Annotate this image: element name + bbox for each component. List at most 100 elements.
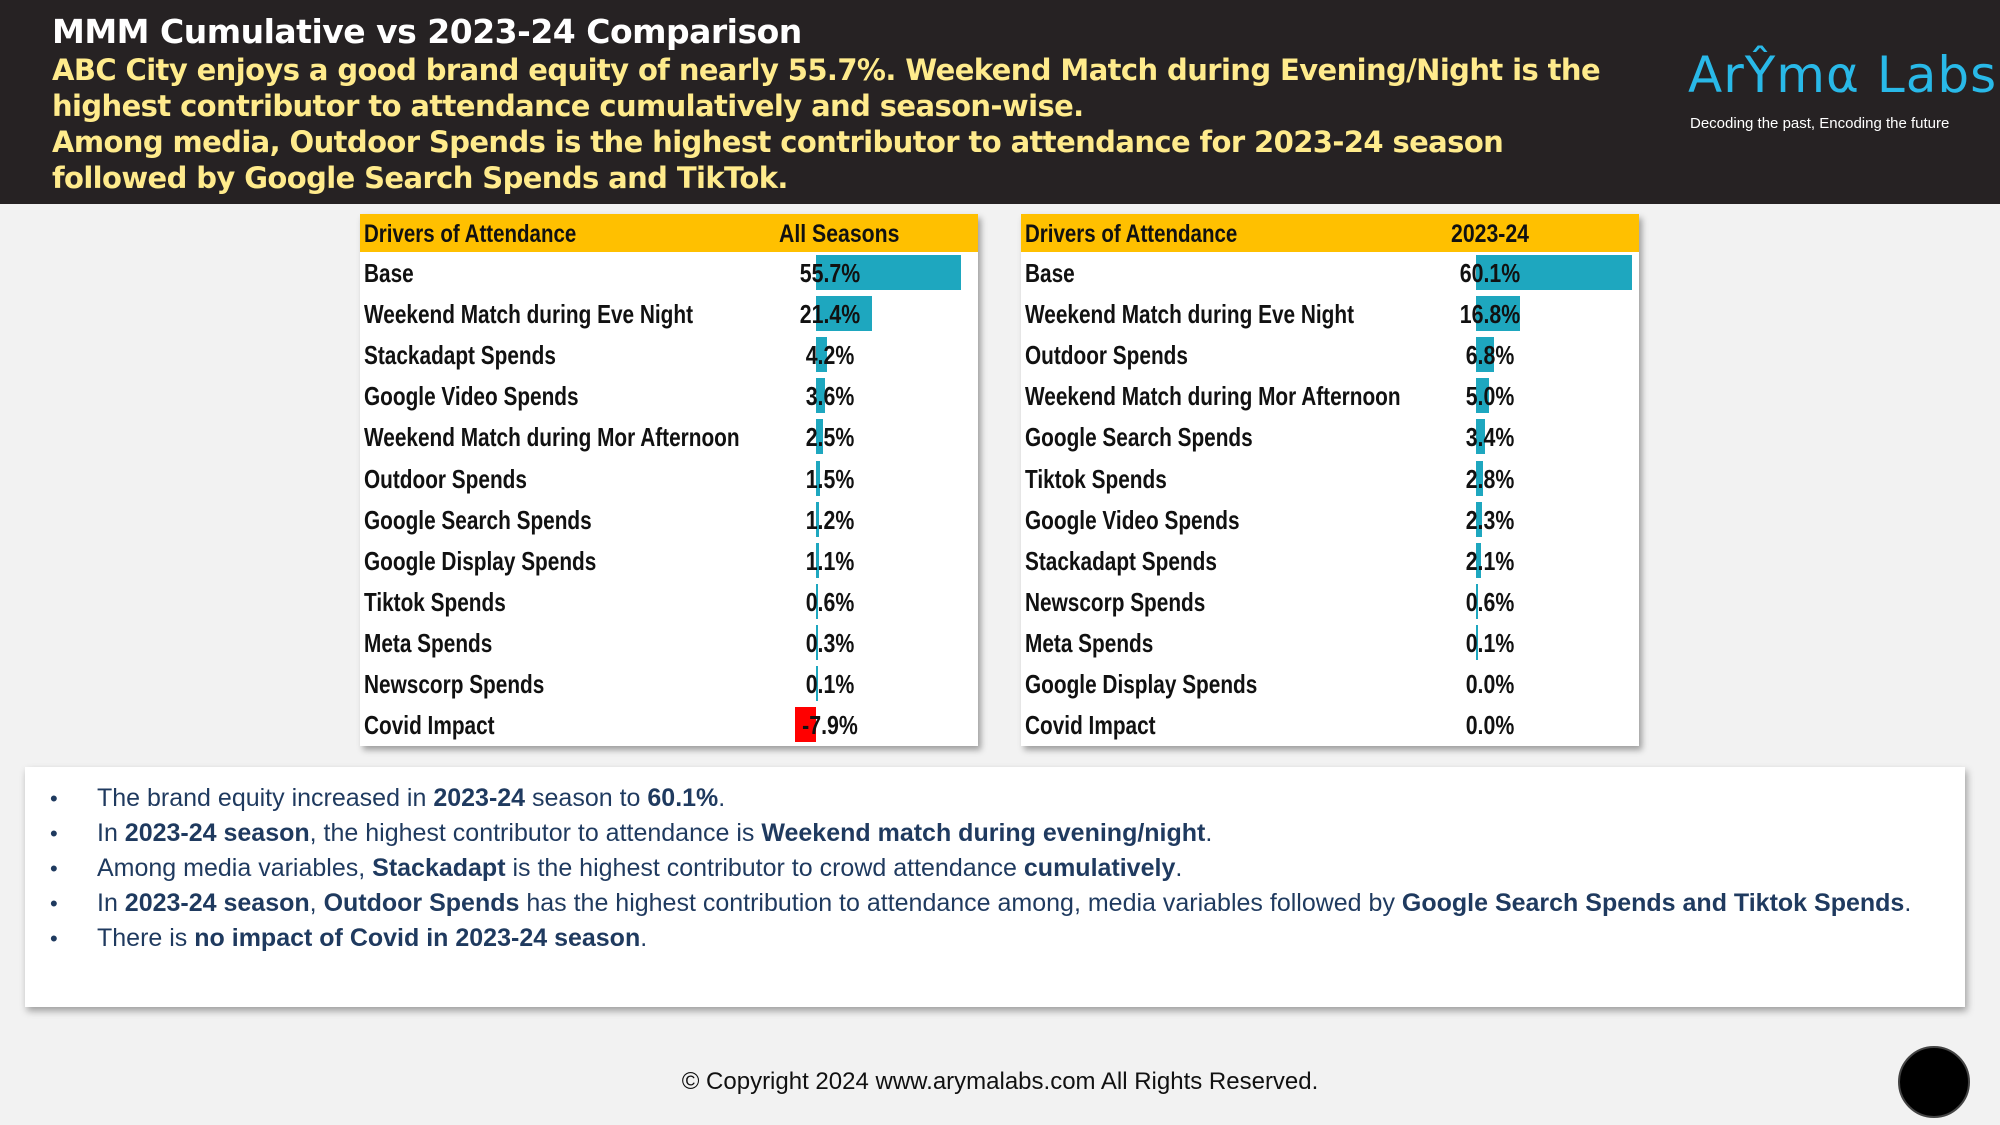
table-row: Google Display Spends 0.0% (1021, 663, 1639, 704)
table-row: Base 55.7% (360, 252, 978, 293)
driver-label: Base (1025, 258, 1075, 288)
insight-emphasis: no impact of Covid in 2023-24 season (194, 924, 641, 952)
table-header: Drivers of Attendance All Seasons (360, 214, 978, 252)
driver-label: Stackadapt Spends (364, 340, 556, 371)
insights-list: • The brand equity increased in 2023-24 s… (25, 767, 1965, 956)
table-row: Newscorp Spends 0.1% (360, 663, 978, 704)
contribution-value: 0.3% (805, 627, 855, 658)
driver-label: Base (364, 258, 414, 288)
contribution-value: 4.2% (805, 340, 855, 371)
driver-label: Covid Impact (364, 710, 495, 741)
contribution-value: 60.1% (1459, 258, 1521, 288)
table-row: Outdoor Spends 6.8% (1021, 334, 1639, 375)
contribution-value: 55.7% (799, 258, 861, 288)
contribution-bar (1476, 296, 1520, 332)
driver-label: Google Video Spends (1025, 504, 1240, 535)
contribution-value: 1.2% (805, 504, 855, 535)
copyright-footer: © Copyright 2024 www.arymalabs.com All R… (681, 1068, 1319, 1095)
bullet-icon: • (50, 926, 58, 951)
table-row: Outdoor Spends 1.5% (360, 458, 978, 499)
bullet-icon: • (50, 891, 58, 916)
table-row: Weekend Match during Mor Afternoon 2.5% (360, 416, 978, 457)
contribution-value: 2.1% (1465, 545, 1515, 576)
table-row: Meta Spends 0.1% (1021, 622, 1639, 663)
insight-text: . (1904, 889, 1912, 917)
insight-text: In (97, 889, 125, 917)
insight-item: • There is no impact of Covid in 2023-24 … (25, 921, 1965, 956)
drivers-table-2023-24: Drivers of Attendance 2023-24 Base 60.1% W… (1021, 214, 1639, 746)
contribution-bar (816, 337, 827, 373)
table-row: Covid Impact -7.9% (360, 704, 978, 745)
driver-label: Google Video Spends (364, 381, 579, 412)
driver-label: Google Display Spends (364, 545, 597, 576)
subtitle-line-2: Among media, Outdoor Spends is the highe… (52, 125, 1504, 195)
driver-label: Stackadapt Spends (1025, 545, 1217, 576)
contribution-value: 6.8% (1465, 340, 1515, 371)
key-insights-box: • The brand equity increased in 2023-24 s… (25, 767, 1965, 1007)
contribution-value: 16.8% (1459, 299, 1521, 330)
insight-emphasis: Outdoor Spends (323, 889, 520, 917)
header-2023-24: 2023-24 (1451, 220, 1529, 248)
contribution-bar (816, 378, 826, 414)
table-row: Google Search Spends 1.2% (360, 499, 978, 540)
driver-label: Newscorp Spends (1025, 586, 1206, 617)
insight-item: • Among media variables, Stackadapt is th… (25, 851, 1965, 886)
driver-label: Tiktok Spends (1025, 463, 1167, 494)
contribution-value: 0.1% (805, 669, 855, 699)
table-row: Weekend Match during Mor Afternoon 5.0% (1021, 375, 1639, 416)
insight-text: , (309, 889, 324, 917)
title-banner: MMM Cumulative vs 2023-24 Comparison ABC… (0, 0, 2000, 204)
insight-item: • In 2023-24 season, the highest contribu… (25, 816, 1965, 851)
insight-text: , the highest contributor to attendance … (309, 819, 762, 847)
contribution-bar (816, 296, 872, 332)
table-row: Google Video Spends 2.3% (1021, 499, 1639, 540)
table-row: Covid Impact 0.0% (1021, 704, 1639, 745)
table-row: Google Video Spends 3.6% (360, 375, 978, 416)
insight-emphasis: 2023-24 season (124, 819, 310, 847)
page-title: MMM Cumulative vs 2023-24 Comparison (52, 12, 802, 51)
contribution-bar (816, 542, 819, 578)
contribution-value: 0.6% (1465, 586, 1515, 617)
insight-item: • The brand equity increased in 2023-24 s… (25, 781, 1965, 816)
header-drivers: Drivers of Attendance (1025, 220, 1238, 248)
contribution-bar (816, 501, 820, 537)
contribution-bar (1476, 542, 1482, 578)
insight-item: • In 2023-24 season, Outdoor Spends has t… (25, 886, 1965, 921)
aryma-labs-logo: ArŶmα Labs (1688, 46, 1998, 104)
driver-label: Weekend Match during Mor Afternoon (1025, 381, 1401, 412)
contribution-bar (1476, 337, 1494, 373)
contribution-bar (816, 666, 818, 701)
driver-label: Meta Spends (364, 627, 493, 658)
contribution-value: 21.4% (799, 299, 861, 330)
contribution-bar (816, 419, 823, 455)
contribution-bar (1476, 583, 1478, 619)
driver-label: Weekend Match during Eve Night (364, 299, 693, 330)
insight-text: season to (525, 784, 648, 812)
contribution-value: 2.8% (1465, 463, 1515, 494)
contribution-value: 2.3% (1465, 504, 1515, 535)
insight-text: . (640, 924, 648, 952)
contribution-bar (816, 460, 820, 496)
insight-text: . (1175, 854, 1183, 882)
insight-text: In (97, 819, 125, 847)
contribution-value: 1.1% (805, 545, 855, 576)
bullet-icon: • (50, 856, 58, 881)
header-drivers: Drivers of Attendance (364, 220, 577, 248)
insight-emphasis: Weekend match during evening/night (761, 819, 1206, 847)
insight-text: . (718, 784, 726, 812)
driver-label: Outdoor Spends (1025, 340, 1188, 371)
table-row: Meta Spends 0.3% (360, 622, 978, 663)
insight-text: is the highest contributor to crowd atte… (505, 854, 1024, 882)
table-header: Drivers of Attendance 2023-24 (1021, 214, 1639, 252)
table-row: Stackadapt Spends 2.1% (1021, 540, 1639, 581)
page-subtitle: ABC City enjoys a good brand equity of n… (52, 52, 1612, 196)
insight-emphasis: Stackadapt (372, 854, 506, 882)
table-row: Newscorp Spends 0.6% (1021, 581, 1639, 622)
subtitle-line-1: ABC City enjoys a good brand equity of n… (52, 53, 1601, 123)
driver-label: Meta Spends (1025, 627, 1154, 658)
contribution-bar (816, 583, 818, 619)
insight-emphasis: 60.1% (647, 784, 719, 812)
contribution-value: 5.0% (1465, 381, 1515, 412)
driver-label: Google Search Spends (364, 504, 592, 535)
driver-label: Tiktok Spends (364, 586, 506, 617)
